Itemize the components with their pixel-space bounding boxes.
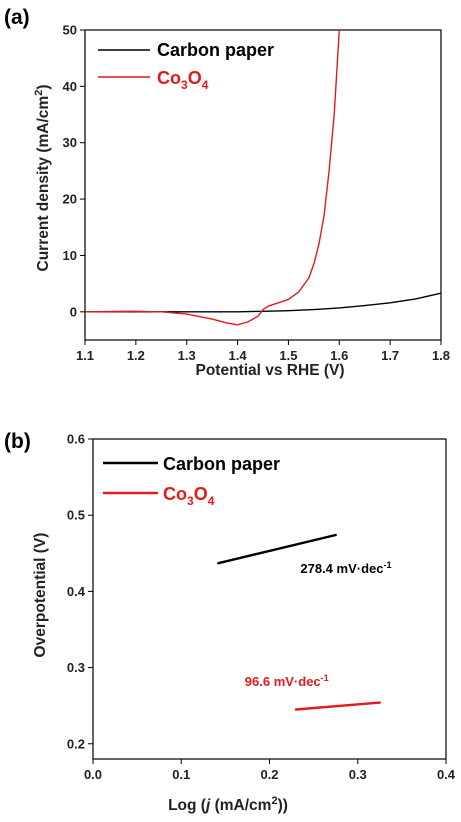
panel-b-x-tick-label: 0.0 <box>84 767 102 782</box>
panel-a-y-tick-label: 0 <box>70 304 77 319</box>
panel-a-y-axis-label-close: ) <box>35 85 52 90</box>
panel-a-plot-area: 1.1 1.2 1.3 1.4 1.5 1.6 1.7 1.8 0 10 20 30 40 50 <box>63 23 451 364</box>
panel-a-y-tick-label: 10 <box>63 248 77 263</box>
panel-b-x-tick-label: 0.4 <box>437 767 456 782</box>
panel-a-legend-co: Co <box>157 68 181 88</box>
panel-a-y-tick-label: 20 <box>63 192 77 207</box>
panel-a-legend-label-co3o4: Co3O4 <box>157 68 209 92</box>
panel-b-x-axis-label-close: )) <box>278 797 288 814</box>
panel-b-y-axis-label: Overpotential (V) <box>32 533 49 658</box>
panel-b-tafel-slope-annotation-carbon-paper: 278.4 mV·dec-1 <box>300 560 391 576</box>
panel-a-x-tick-label: 1.5 <box>279 348 297 363</box>
panel-b-plot-area: 0.0 0.1 0.2 0.3 0.4 0.2 0.3 0.4 0.5 0.6 278.4 mV·d… <box>67 432 456 783</box>
panel-a-y-tick-label: 30 <box>63 135 77 150</box>
panel-b-x-axis-label: Log (j (mA/cm2)) <box>168 795 288 814</box>
panel-b-legend-co: Co <box>163 484 187 504</box>
panel-a-x-tick-label: 1.1 <box>76 348 94 363</box>
panel-a-series-co3o4-line <box>85 30 340 326</box>
panel-a-x-tick-label: 1.7 <box>381 348 399 363</box>
panel-a-y-tick-label: 50 <box>63 23 77 38</box>
panel-a-y-axis-label-sup: 2 <box>33 90 45 96</box>
panel-b-frame <box>92 438 447 760</box>
panel-b-series-co3o4-line <box>294 701 381 711</box>
panel-b-legend-label-carbon-paper: Carbon paper <box>163 454 280 474</box>
panel-b-label: (b) <box>4 430 31 453</box>
panel-b-legend: Carbon paper Co3O4 <box>103 454 280 508</box>
panel-b-x-axis-label-sup: 2 <box>271 795 277 807</box>
panel-b-series-carbon-paper-line <box>217 533 337 565</box>
panel-b-x-axis-label-pre: Log ( <box>168 797 207 814</box>
panel-b-chart: (b) 0.0 0.1 0.2 0.3 0.4 0.2 0.3 0.4 0.5 0.6 278.4 … <box>4 430 456 814</box>
panel-b-legend-o: O <box>194 484 208 504</box>
panel-a-x-tick-label: 1.4 <box>229 348 248 363</box>
panel-a-legend-sub4: 4 <box>202 78 209 92</box>
panel-a-x-tick-label: 1.2 <box>127 348 145 363</box>
panel-a-x-tick-label: 1.6 <box>330 348 348 363</box>
panel-b-y-tick-label: 0.6 <box>67 432 85 447</box>
panel-a-frame <box>84 29 442 341</box>
panel-a-x-tick-label: 1.8 <box>432 348 450 363</box>
panel-a-y-axis-label-text: Current density (mA/cm <box>35 96 52 272</box>
panel-b-y-tick-label: 0.3 <box>67 660 85 675</box>
panel-b-x-axis-label-j: j <box>204 797 211 814</box>
panel-b-x-axis-label-mid: (mA/cm <box>210 797 271 814</box>
panel-b-y-tick-label: 0.4 <box>67 584 86 599</box>
panel-b-y-tick-label: 0.2 <box>67 736 85 751</box>
panel-a-y-tick-label: 40 <box>63 79 77 94</box>
panel-b-x-tick-label: 0.1 <box>172 767 190 782</box>
panel-a-legend-sub3: 3 <box>181 78 188 92</box>
panel-a-legend: Carbon paper Co3O4 <box>98 40 274 92</box>
panel-a-chart: (a) 1.1 1.2 1.3 1.4 1.5 1.6 1.7 1.801020304050 … <box>4 6 450 379</box>
panel-a-y-axis-label: Current density (mA/cm2) <box>33 85 52 272</box>
panel-a-series-carbon-paper-line <box>85 292 441 313</box>
panel-b-x-tick-label: 0.2 <box>260 767 278 782</box>
panel-b-x-tick-label: 0.3 <box>349 767 367 782</box>
panel-b-legend-sub4: 4 <box>208 494 215 508</box>
panel-a-x-axis-label: Potential vs RHE (V) <box>196 362 345 379</box>
panel-b-legend-sub3: 3 <box>187 494 194 508</box>
panel-b-legend-label-co3o4: Co3O4 <box>163 484 215 508</box>
panel-b-y-tick-label: 0.5 <box>67 508 85 523</box>
panel-a-legend-o: O <box>188 68 202 88</box>
panel-a-x-tick-label: 1.3 <box>178 348 196 363</box>
panel-b-tafel-slope-annotation-co3o4: 96.6 mV·dec-1 <box>245 673 329 689</box>
panel-a-label: (a) <box>4 6 30 29</box>
panel-a-legend-label-carbon-paper: Carbon paper <box>157 40 274 60</box>
